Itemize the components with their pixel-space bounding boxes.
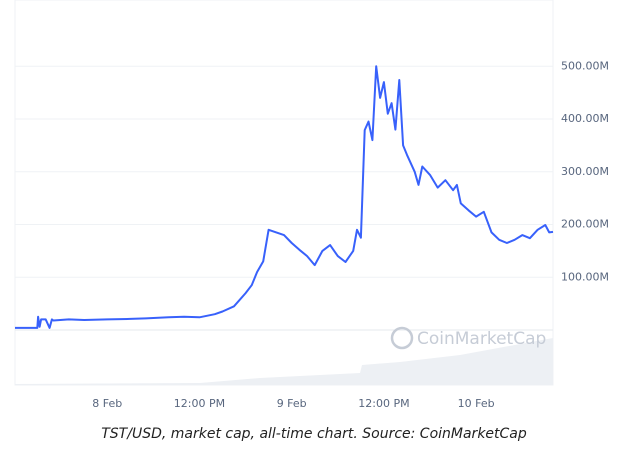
x-tick-label: 12:00 PM bbox=[174, 397, 225, 410]
caption: TST/USD, market cap, all-time chart. Sou… bbox=[101, 426, 527, 442]
y-tick-label: 200.00M bbox=[561, 218, 609, 231]
y-tick-label: 400.00M bbox=[561, 112, 609, 125]
price-line bbox=[15, 65, 554, 329]
y-tick-label: 100.00M bbox=[561, 270, 609, 283]
plot-frame bbox=[14, 0, 554, 386]
y-tick-label: 500.00M bbox=[561, 59, 609, 72]
x-tick-label: 12:00 PM bbox=[358, 397, 409, 410]
volume-area bbox=[15, 338, 553, 385]
watermark: CoinMarketCap bbox=[417, 329, 546, 349]
x-tick-label: 9 Feb bbox=[277, 397, 307, 410]
watermark-logo bbox=[390, 326, 414, 350]
x-tick-label: 8 Feb bbox=[92, 397, 122, 410]
y-tick-label: 300.00M bbox=[561, 165, 609, 178]
x-tick-label: 10 Feb bbox=[458, 397, 495, 410]
